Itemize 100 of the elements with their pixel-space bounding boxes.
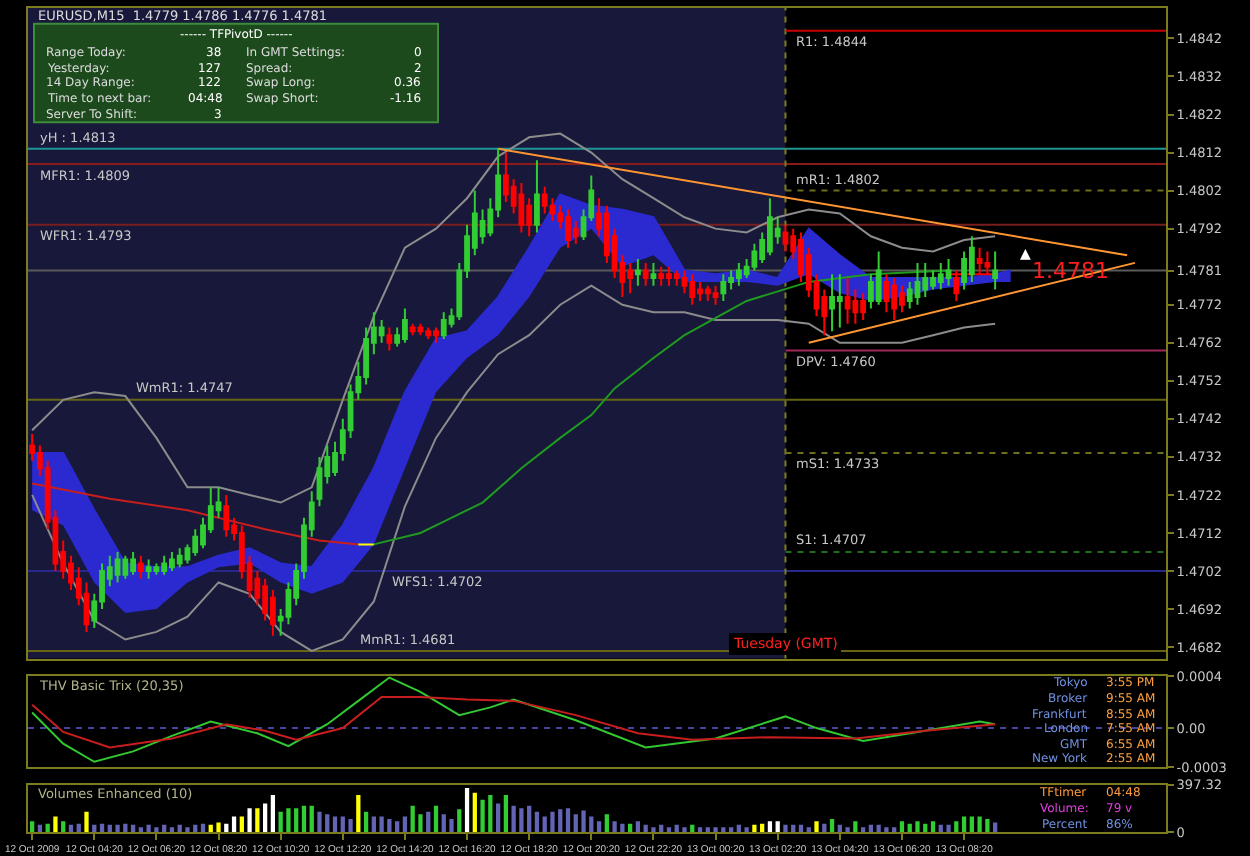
candlestick	[992, 250, 999, 291]
candlestick	[673, 269, 680, 287]
bar	[449, 818, 454, 832]
bar	[371, 816, 376, 832]
bar	[798, 824, 804, 832]
candlestick	[114, 551, 121, 584]
bar	[503, 795, 509, 832]
bar	[643, 824, 648, 832]
bar	[604, 814, 609, 832]
bar	[853, 821, 858, 832]
candlestick	[689, 273, 696, 306]
bar	[348, 818, 353, 832]
candlestick	[883, 273, 890, 314]
bar	[410, 805, 415, 832]
candlestick	[137, 554, 144, 580]
candlestick	[922, 261, 929, 299]
candlestick	[968, 235, 975, 283]
bar	[938, 824, 943, 832]
candlestick	[161, 554, 168, 576]
bar	[37, 824, 43, 832]
candlestick	[945, 258, 952, 287]
bar	[340, 816, 345, 832]
line-series	[31, 132, 997, 504]
candlestick	[891, 277, 898, 321]
bar	[387, 818, 392, 832]
candlestick	[627, 261, 634, 295]
bar	[899, 821, 905, 832]
line-series	[31, 676, 997, 763]
bar	[177, 824, 182, 832]
bar	[379, 816, 384, 832]
candlestick	[666, 265, 672, 287]
candlestick	[402, 307, 408, 344]
candlestick	[176, 547, 183, 569]
candlestick	[914, 261, 921, 306]
bar	[255, 808, 260, 832]
candlestick	[930, 269, 936, 291]
bar	[53, 816, 58, 832]
bar	[837, 824, 842, 832]
candlestick	[153, 562, 160, 576]
bar	[876, 824, 881, 832]
candlestick	[767, 197, 773, 257]
bar	[534, 811, 540, 832]
bar	[752, 824, 757, 832]
bar	[325, 814, 330, 832]
candlestick	[829, 273, 835, 333]
bar	[558, 809, 563, 832]
line-series	[372, 269, 950, 546]
bar	[30, 821, 35, 832]
bar	[193, 824, 198, 832]
bar	[511, 805, 516, 832]
candlestick	[635, 258, 641, 287]
bar	[301, 805, 307, 832]
candlestick	[534, 159, 540, 234]
bar	[868, 824, 874, 832]
candlestick	[145, 558, 152, 580]
bar	[395, 821, 400, 832]
bar	[239, 816, 244, 832]
bar	[495, 803, 501, 832]
candlestick	[425, 326, 432, 340]
bar	[426, 811, 431, 832]
candlestick	[409, 322, 416, 337]
bar	[829, 818, 835, 832]
bar	[107, 824, 112, 832]
bar	[814, 821, 819, 832]
candlestick	[937, 261, 944, 291]
bar	[278, 811, 283, 832]
candlestick	[844, 277, 851, 325]
bar	[930, 821, 936, 832]
candlestick	[541, 185, 548, 215]
candlestick	[440, 311, 447, 340]
candlestick	[712, 284, 719, 306]
bar	[68, 824, 74, 832]
bar	[480, 799, 485, 832]
candlestick	[130, 551, 136, 576]
candlestick	[169, 551, 175, 573]
candlestick	[658, 265, 665, 287]
bar	[915, 821, 920, 832]
bar	[457, 809, 462, 832]
bar	[309, 805, 314, 832]
bar	[659, 824, 664, 832]
bar	[565, 808, 571, 832]
bar	[263, 803, 268, 832]
bar	[216, 822, 221, 832]
bar	[581, 810, 586, 832]
candlestick	[650, 261, 657, 287]
bar	[589, 816, 594, 832]
bar	[542, 816, 547, 832]
candlestick	[223, 493, 230, 538]
bar	[620, 823, 625, 832]
bar	[464, 787, 470, 832]
candlestick	[782, 223, 789, 253]
bar	[418, 814, 423, 832]
bar	[954, 821, 959, 832]
bar	[231, 816, 237, 832]
candlestick	[386, 326, 393, 352]
candlestick	[720, 273, 727, 302]
bar	[208, 824, 213, 832]
bar	[767, 821, 773, 832]
bar	[993, 822, 998, 832]
bar	[356, 795, 361, 832]
